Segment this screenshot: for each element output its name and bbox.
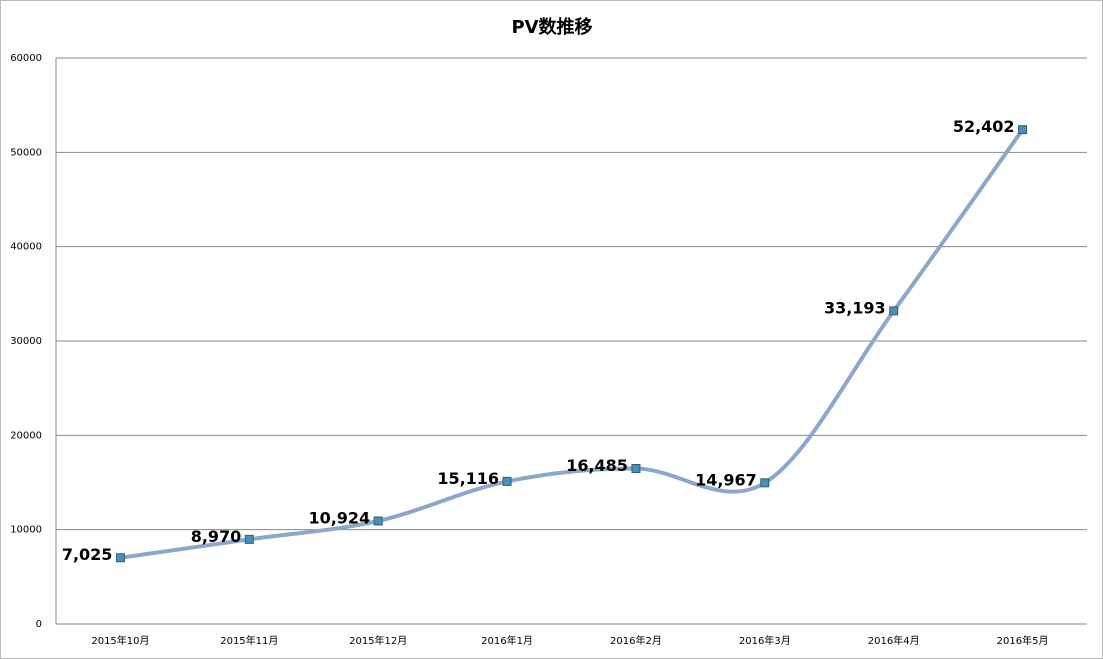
x-tick-label: 2016年3月 (739, 634, 791, 647)
chart-title: PV数推移 (511, 16, 592, 38)
x-tick-label: 2016年1月 (481, 634, 533, 647)
point-marker (1018, 125, 1028, 135)
point-marker (115, 553, 125, 563)
data-label: 14,967 (695, 470, 757, 489)
y-tick-label: 40000 (10, 242, 42, 253)
data-label: 15,116 (437, 469, 499, 488)
data-label: 8,970 (191, 527, 242, 546)
point-marker (244, 534, 254, 544)
y-tick-label: 20000 (10, 430, 42, 441)
y-tick-label: 60000 (10, 53, 42, 64)
point-marker (889, 306, 899, 316)
x-tick-label: 2016年4月 (868, 634, 920, 647)
x-tick-label: 2015年12月 (349, 634, 407, 647)
data-label: 10,924 (308, 508, 370, 527)
x-tick-label: 2015年10月 (91, 634, 149, 647)
point-marker (502, 476, 512, 486)
data-label: 7,025 (62, 545, 113, 564)
x-tick-label: 2015年11月 (220, 634, 278, 647)
y-tick-label: 0 (36, 619, 42, 630)
y-tick-label: 50000 (10, 147, 42, 158)
point-marker (631, 463, 641, 473)
x-tick-label: 2016年2月 (610, 634, 662, 647)
x-tick-label: 2016年5月 (997, 634, 1049, 647)
data-label: 52,402 (953, 117, 1015, 136)
point-marker (760, 478, 770, 488)
data-label: 16,485 (566, 456, 628, 475)
data-label: 33,193 (824, 298, 886, 317)
point-marker (373, 516, 383, 526)
y-tick-label: 30000 (10, 336, 42, 347)
y-tick-label: 10000 (10, 525, 42, 536)
